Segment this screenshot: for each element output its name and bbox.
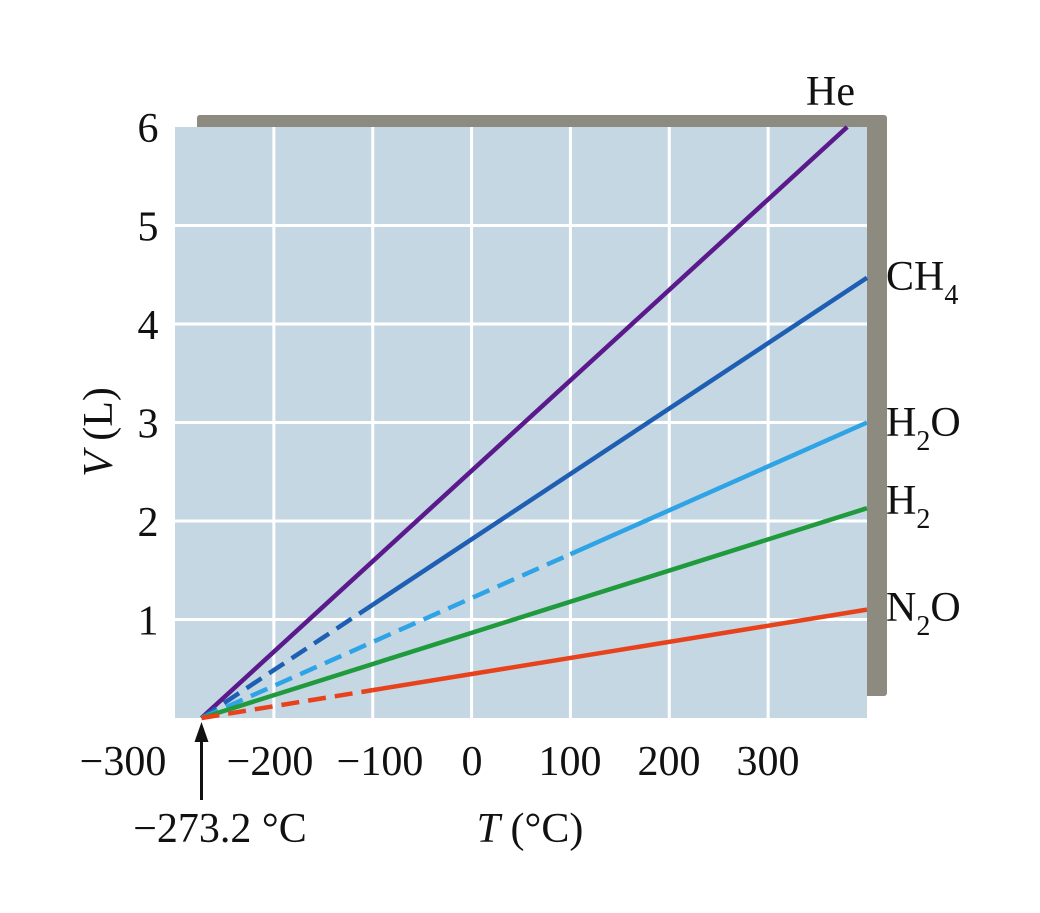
series-label-H2O: H2O [886, 400, 961, 457]
x-axis-title: T (°C) [477, 806, 584, 852]
y-tick-label: 4 [138, 303, 159, 349]
series-line-dashed-H2O [200, 552, 572, 721]
axis-ticks: −300 −200 −100 0 100 200 300 1 2 3 4 5 6 [80, 106, 800, 785]
annotation-label: −273.2 °C [133, 806, 307, 852]
series-line-CH4 [371, 275, 869, 607]
y-tick-label: 6 [138, 106, 159, 152]
annotation-arrowhead [194, 722, 209, 742]
y-tick-label: 5 [138, 205, 159, 251]
data-series [199, 125, 869, 721]
x-tick-label: −100 [337, 739, 424, 785]
series-label-He: He [806, 69, 855, 115]
y-tick-label: 1 [138, 599, 159, 645]
series-line-dashed-CH4 [200, 602, 374, 720]
y-tick-label: 2 [138, 500, 159, 546]
zero-annotation: −273.2 °C [133, 722, 307, 852]
x-tick-label: 0 [462, 739, 483, 785]
x-tick-label: −300 [80, 739, 167, 785]
y-axis-title: V (L) [76, 387, 122, 477]
series-line-H2O [569, 420, 868, 557]
series-label-CH4: CH4 [886, 254, 958, 311]
series-line-N2O [372, 607, 868, 693]
y-tick-label: 3 [138, 402, 159, 448]
x-tick-label: −200 [227, 739, 314, 785]
x-tick-label: 100 [539, 739, 602, 785]
series-line-dashed-N2O [201, 687, 374, 721]
x-tick-label: 200 [638, 739, 701, 785]
series-label-N2O: N2O [886, 585, 961, 642]
x-tick-label: 300 [737, 739, 800, 785]
series-line-H2 [200, 506, 868, 721]
axis-titles: T (°C) V (L) [76, 387, 583, 852]
series-line-He [199, 125, 849, 720]
series-labels: He CH4 H2O H2 N2O [806, 69, 961, 642]
series-label-H2: H2 [886, 478, 930, 535]
